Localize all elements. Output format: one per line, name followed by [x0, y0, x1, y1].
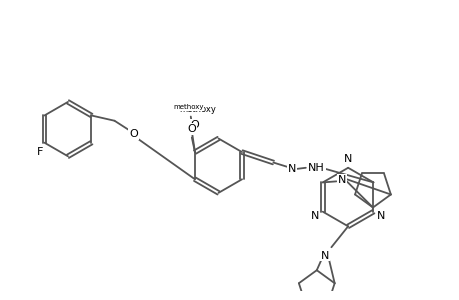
Text: N: N — [337, 175, 345, 185]
Text: N: N — [343, 154, 352, 164]
Text: O: O — [187, 124, 196, 134]
Text: methoxy: methoxy — [173, 104, 203, 110]
Text: O: O — [190, 120, 199, 130]
Text: N: N — [310, 211, 319, 221]
Text: NH: NH — [307, 163, 324, 173]
Text: N: N — [376, 211, 385, 221]
Text: F: F — [37, 147, 43, 157]
Text: N: N — [287, 164, 296, 174]
Text: O: O — [129, 129, 137, 139]
Text: N: N — [320, 250, 329, 261]
Text: methoxy: methoxy — [179, 105, 216, 114]
